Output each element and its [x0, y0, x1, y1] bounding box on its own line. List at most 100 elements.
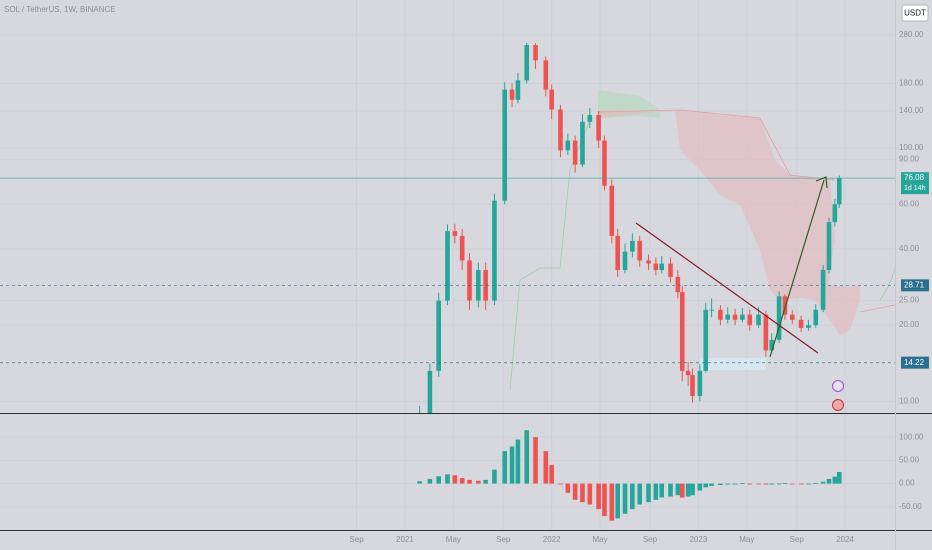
histogram-bar	[492, 469, 497, 484]
histogram-bar	[524, 430, 530, 484]
x-tick-label: 2024	[836, 535, 854, 544]
price-pane	[0, 42, 895, 413]
arrow-line	[769, 179, 825, 358]
histogram-bar	[609, 483, 615, 521]
x-tick-label: 2022	[543, 535, 561, 544]
y-tick-label: 50.00	[899, 456, 920, 465]
histogram-bar	[747, 483, 753, 485]
histogram-bar	[533, 437, 538, 484]
candle-body	[533, 45, 538, 61]
candle-body	[622, 251, 628, 271]
candle-body	[725, 314, 731, 320]
histogram-bar	[685, 483, 691, 497]
histogram-bar	[602, 483, 607, 517]
x-tick-label: May	[446, 535, 461, 544]
histogram-bar	[679, 483, 685, 498]
candle-body	[756, 314, 761, 326]
x-tick-label: 2023	[689, 535, 707, 544]
candle-body	[524, 45, 530, 81]
candle-body	[789, 314, 795, 320]
candle-body	[549, 89, 554, 110]
candle-body	[467, 260, 472, 301]
candle-body	[718, 309, 723, 320]
event-icon[interactable]	[832, 399, 844, 411]
histogram-bar	[813, 483, 819, 484]
candle-body	[427, 370, 433, 413]
candle-body	[445, 231, 450, 301]
y-tick-label: 60.00	[899, 199, 920, 208]
candle-body	[806, 325, 811, 328]
histogram-bar	[646, 483, 651, 503]
histogram-bar	[580, 483, 585, 503]
candle-body	[703, 309, 709, 371]
candle-body	[798, 319, 804, 328]
candle-body	[609, 185, 615, 236]
candle-body	[483, 270, 488, 301]
histogram-bar	[789, 483, 795, 485]
candle-body	[820, 270, 826, 310]
candle-body	[782, 296, 788, 315]
histogram-bar	[732, 483, 738, 485]
x-tick-label: 2021	[396, 535, 414, 544]
price-label: 28.71	[904, 280, 925, 289]
histogram-bar	[549, 465, 554, 484]
histogram-bar	[668, 483, 673, 497]
price-label: 76.08	[904, 173, 925, 182]
candle-body	[543, 60, 549, 90]
candle-body	[630, 240, 635, 252]
candle-body	[836, 178, 842, 205]
x-tick-label: Sep	[643, 535, 658, 544]
candle-body	[502, 89, 508, 201]
y-tick-label: -50.00	[899, 502, 922, 511]
histogram-bar	[502, 451, 508, 484]
y-tick-label: 25.00	[899, 296, 920, 305]
event-icon[interactable]	[832, 380, 844, 392]
candle-body	[679, 292, 685, 371]
price-label: 14.22	[904, 358, 925, 367]
axes: 10.00 20.00 25.00 40.00 60.00 90.00 100.00 140.…	[349, 30, 929, 544]
candle-body	[763, 314, 769, 351]
candle-body	[596, 115, 601, 141]
y-tick-label: 90.00	[899, 155, 920, 164]
cloud-edge	[597, 109, 836, 181]
y-tick-label: 40.00	[899, 244, 920, 253]
candle-body	[637, 240, 643, 261]
candle-body	[740, 314, 745, 320]
histogram-bar	[763, 483, 769, 485]
histogram-bar	[659, 483, 665, 498]
histogram-bar	[515, 439, 521, 484]
y-tick-label: 100.00	[899, 432, 924, 441]
lagging-line	[879, 267, 895, 301]
histogram-bar	[826, 478, 832, 484]
candle-body	[832, 204, 838, 223]
histogram-bar	[820, 481, 826, 484]
candle-body	[565, 140, 571, 151]
range-box	[700, 358, 766, 370]
histogram-bar	[769, 483, 775, 485]
histogram-bar	[675, 483, 681, 496]
currency-box[interactable]	[901, 4, 929, 22]
histogram-bar	[558, 483, 563, 485]
histogram-bar	[565, 483, 571, 493]
currency-label[interactable]: USDT	[904, 9, 926, 18]
candle-body	[668, 263, 673, 277]
histogram-bar	[637, 483, 643, 505]
candle-body	[572, 140, 578, 165]
price-label-box	[901, 279, 929, 292]
grid	[0, 0, 895, 530]
histogram-bar	[622, 483, 628, 514]
candle-body	[813, 309, 819, 326]
candle-body	[776, 296, 782, 340]
arrow-head	[815, 176, 828, 189]
histogram-bar	[740, 483, 745, 484]
candle-body	[558, 109, 563, 151]
candle-body	[747, 314, 753, 326]
candle-body	[476, 270, 481, 301]
candle-body	[826, 222, 832, 271]
y-tick-label: 0.00	[899, 479, 915, 488]
candle-body	[580, 121, 585, 165]
trend-line	[635, 222, 819, 354]
histogram-bar	[836, 472, 842, 484]
candle-body	[492, 200, 497, 301]
